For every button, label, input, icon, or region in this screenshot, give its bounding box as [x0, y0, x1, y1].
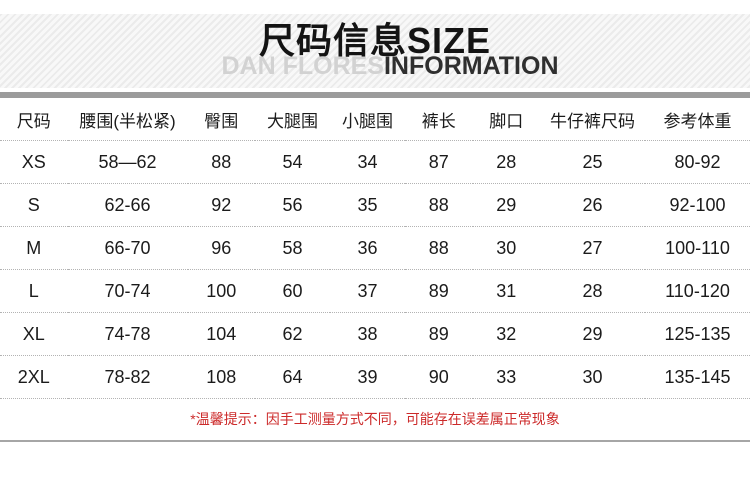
table-cell: 62: [255, 312, 330, 356]
table-cell: 30: [472, 226, 540, 270]
table-cell: 100: [187, 269, 255, 313]
table-cell: 88: [187, 140, 255, 184]
table-cell: 104: [187, 312, 255, 356]
size-label-cell: S: [0, 183, 68, 227]
table-cell: 110-120: [645, 269, 750, 313]
table-cell: 88: [405, 226, 473, 270]
size-label-cell: XS: [0, 140, 68, 184]
table-cell: 58: [255, 226, 330, 270]
table-cell: 135-145: [645, 355, 750, 399]
column-header: 牛仔裤尺码: [540, 98, 645, 141]
column-header: 腰围(半松紧): [67, 98, 188, 141]
table-cell: 88: [405, 183, 473, 227]
table-cell: 26: [540, 183, 645, 227]
size-label-cell: M: [0, 226, 68, 270]
table-row: XS 58—62 88 54 34 87 28 25 80-92: [0, 140, 750, 184]
table-cell: 96: [187, 226, 255, 270]
table-cell: 70-74: [67, 269, 188, 313]
table-cell: 66-70: [67, 226, 188, 270]
banner-subtitle-text: INFORMATION: [383, 52, 559, 80]
table-cell: 78-82: [67, 355, 188, 399]
table-cell: 37: [330, 269, 405, 313]
table-cell: 35: [330, 183, 405, 227]
table-cell: 28: [540, 269, 645, 313]
banner-title-en: SIZE: [407, 20, 492, 61]
table-cell: 27: [540, 226, 645, 270]
size-label-cell: 2XL: [0, 355, 68, 399]
table-cell: 87: [405, 140, 473, 184]
table-cell: 92: [187, 183, 255, 227]
table-cell: 25: [540, 140, 645, 184]
table-cell: 62-66: [67, 183, 188, 227]
banner-brand-text: DAN FLORES: [221, 52, 384, 80]
table-cell: 92-100: [645, 183, 750, 227]
table-cell: 34: [330, 140, 405, 184]
table-cell: 89: [405, 269, 473, 313]
column-header: 脚口: [472, 98, 540, 141]
column-header: 尺码: [0, 98, 68, 141]
banner-subtitle: DAN FLORESINFORMATION: [191, 54, 558, 79]
size-label-cell: XL: [0, 312, 68, 356]
table-row: M 66-70 96 58 36 88 30 27 100-110: [0, 226, 750, 270]
table-cell: 29: [472, 183, 540, 227]
table-header-row: 尺码 腰围(半松紧) 臀围 大腿围 小腿围 裤长 脚口 牛仔裤尺码 参考体重: [0, 98, 750, 141]
table-cell: 80-92: [645, 140, 750, 184]
table-cell: 90: [405, 355, 473, 399]
table-cell: 108: [187, 355, 255, 399]
table-row: L 70-74 100 60 37 89 31 28 110-120: [0, 269, 750, 313]
table-cell: 30: [540, 355, 645, 399]
table-cell: 125-135: [645, 312, 750, 356]
banner: 尺码信息SIZE DAN FLORESINFORMATION: [0, 14, 750, 88]
column-header: 裤长: [405, 98, 473, 141]
table-cell: 100-110: [645, 226, 750, 270]
table-cell: 28: [472, 140, 540, 184]
divider-bar: [0, 92, 750, 98]
size-label-cell: L: [0, 269, 68, 313]
table-row: S 62-66 92 56 35 88 29 26 92-100: [0, 183, 750, 227]
table-cell: 39: [330, 355, 405, 399]
table-row: XL 74-78 104 62 38 89 32 29 125-135: [0, 312, 750, 356]
table-cell: 64: [255, 355, 330, 399]
measurement-note: *温馨提示：因手工测量方式不同，可能存在误差属正常现象: [0, 399, 750, 442]
table-cell: 29: [540, 312, 645, 356]
table-cell: 32: [472, 312, 540, 356]
column-header: 大腿围: [255, 98, 330, 141]
banner-title-cn: 尺码信息: [258, 20, 407, 61]
table-cell: 33: [472, 355, 540, 399]
banner-title: 尺码信息SIZE: [259, 23, 491, 59]
table-row: 2XL 78-82 108 64 39 90 33 30 135-145: [0, 355, 750, 399]
size-chart-page: 尺码信息SIZE DAN FLORESINFORMATION 尺码 腰围(半松紧)…: [0, 14, 750, 480]
table-cell: 89: [405, 312, 473, 356]
size-table: 尺码 腰围(半松紧) 臀围 大腿围 小腿围 裤长 脚口 牛仔裤尺码 参考体重 XS 58—62 88…: [0, 98, 750, 399]
column-header: 参考体重: [645, 98, 750, 141]
table-cell: 38: [330, 312, 405, 356]
table-cell: 31: [472, 269, 540, 313]
table-cell: 36: [330, 226, 405, 270]
table-cell: 56: [255, 183, 330, 227]
table-cell: 74-78: [67, 312, 188, 356]
table-cell: 60: [255, 269, 330, 313]
table-cell: 54: [255, 140, 330, 184]
column-header: 臀围: [187, 98, 255, 141]
table-cell: 58—62: [67, 140, 188, 184]
column-header: 小腿围: [330, 98, 405, 141]
